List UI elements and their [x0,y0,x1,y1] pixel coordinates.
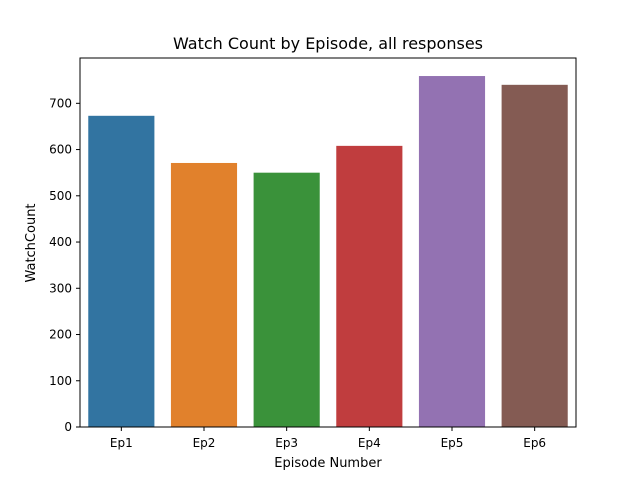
x-axis-label: Episode Number [274,456,382,471]
x-tick-label: Ep6 [523,436,546,450]
plot-frame [79,57,577,428]
chart-title: Watch Count by Episode, all responses [173,34,483,53]
y-axis-label: WatchCount [24,203,39,282]
y-tick-label: 200 [49,328,72,342]
y-tick-label: 300 [49,281,72,295]
bar-ep3 [253,172,320,427]
y-tick-label: 400 [49,235,72,249]
bar-ep5 [418,76,486,427]
bar-ep1 [88,115,155,428]
x-tick-label: Ep2 [193,436,216,450]
y-tick-label: 0 [64,420,72,434]
y-tick-label: 500 [49,189,72,203]
x-tick-label: Ep4 [358,436,381,450]
x-tick-label: Ep5 [441,436,464,450]
bar-ep2 [170,162,238,427]
bar-ep6 [501,84,568,427]
x-tick-label: Ep1 [110,436,133,450]
bars-group [88,76,568,428]
bar-ep4 [336,145,403,428]
y-tick-label: 100 [49,374,72,388]
y-tick-label: 600 [49,143,72,157]
x-axis-ticks: Ep1 Ep2 Ep3 Ep4 Ep5 Ep6 [110,427,546,450]
y-axis-ticks: 0 100 200 300 400 500 600 700 [49,96,80,434]
y-tick-label: 700 [49,96,72,110]
x-tick-label: Ep3 [275,436,298,450]
